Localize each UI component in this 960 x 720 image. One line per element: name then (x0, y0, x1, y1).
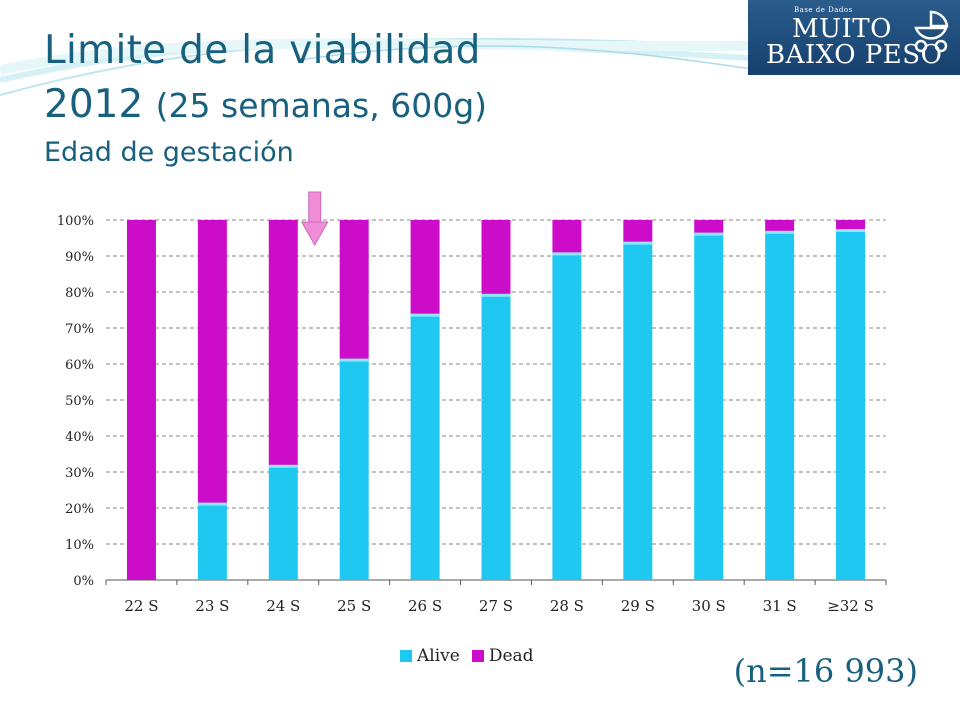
bar-dead (623, 220, 653, 242)
title-line-2: 2012 (25 semanas, 600g) (44, 78, 487, 133)
bar-alive (268, 464, 298, 580)
title-line-1: Limite de la viabilidad (44, 28, 481, 73)
y-tick-label: 0% (73, 574, 94, 589)
y-tick-label: 50% (65, 394, 94, 409)
y-tick-label: 70% (65, 322, 94, 337)
bar-alive (836, 229, 866, 580)
bar-alive (694, 232, 724, 580)
bar-alive-highlight (623, 241, 653, 245)
down-arrow-icon (300, 191, 329, 247)
stacked-bar-chart: 0% 10% 20% 30% 40% 50% 60% 70% 80% 90% 100% 22 S 23 … (57, 191, 887, 615)
bar-alive (765, 230, 795, 581)
x-tick-label: 27 S (479, 597, 513, 615)
bar-alive-highlight (765, 230, 795, 234)
legend-swatch-alive (400, 650, 412, 662)
slide-title: Limite de la viabilidad 2012 (25 semanas… (44, 24, 487, 171)
bar-alive-highlight (197, 502, 227, 506)
bar-alive (481, 293, 511, 580)
legend-swatch-dead (471, 650, 484, 662)
bar-dead (268, 220, 298, 465)
x-tick-label: 30 S (692, 597, 726, 615)
x-tick-label: 26 S (408, 597, 442, 615)
y-tick-label: 40% (65, 430, 94, 445)
x-tick-label: 25 S (337, 597, 371, 615)
y-tick-label: 90% (65, 250, 94, 265)
x-tick-label: 31 S (763, 597, 797, 615)
legend-item-alive: Alive (400, 646, 460, 666)
y-tick-label: 30% (65, 466, 94, 481)
bar-alive-highlight (694, 232, 724, 236)
y-tick-label: 100% (57, 214, 94, 229)
x-tick-label: 28 S (550, 597, 584, 615)
bar-alive-highlight (552, 252, 582, 256)
baby-carriage-icon (914, 10, 949, 53)
bar-alive (339, 358, 369, 580)
bar-alive (197, 502, 227, 580)
y-tick-label: 10% (65, 538, 94, 553)
bar-alive-highlight (410, 313, 440, 317)
x-tick-label: 24 S (266, 597, 300, 615)
bar-dead (694, 220, 724, 233)
bar-dead (765, 220, 795, 231)
bar-dead (339, 220, 369, 359)
y-tick-label: 20% (65, 502, 94, 517)
title-year: 2012 (44, 82, 144, 127)
logo-line-1: MUITO (792, 14, 892, 44)
bar-alive (410, 313, 440, 580)
bar-dead (126, 220, 156, 580)
bar-alive-highlight (268, 464, 298, 468)
logo-small-text: Base de Dados (794, 6, 853, 14)
bar-alive (552, 252, 582, 580)
chart-legend: Alive Dead (400, 646, 546, 666)
x-tick-label: 22 S (124, 597, 158, 615)
title-subtitle: (25 semanas, 600g) (155, 86, 488, 125)
x-tick-label: ≥32 S (827, 597, 874, 615)
bar-dead (197, 220, 227, 503)
legend-item-dead: Dead (471, 646, 534, 666)
legend-label-dead: Dead (488, 646, 534, 666)
x-tick-label: 29 S (621, 597, 655, 615)
bar-dead (481, 220, 511, 294)
sample-size-note: (n=16 993) (733, 652, 918, 690)
y-tick-label: 60% (65, 358, 94, 373)
title-line-3: Edad de gestación (44, 137, 294, 168)
bar-dead (552, 220, 582, 253)
bar-alive-highlight (836, 229, 866, 232)
bar-dead (836, 220, 866, 229)
bar-alive-highlight (339, 358, 369, 362)
logo: Base de Dados MUITO BAIXO PESO (748, 0, 960, 75)
x-tick-label: 23 S (195, 597, 229, 615)
bar-alive-highlight (481, 293, 511, 297)
bar-alive (623, 241, 653, 580)
legend-label-alive: Alive (417, 646, 460, 666)
logo-line-2: BAIXO PESO (766, 40, 943, 70)
y-tick-label: 80% (65, 286, 94, 301)
bar-dead (410, 220, 440, 314)
